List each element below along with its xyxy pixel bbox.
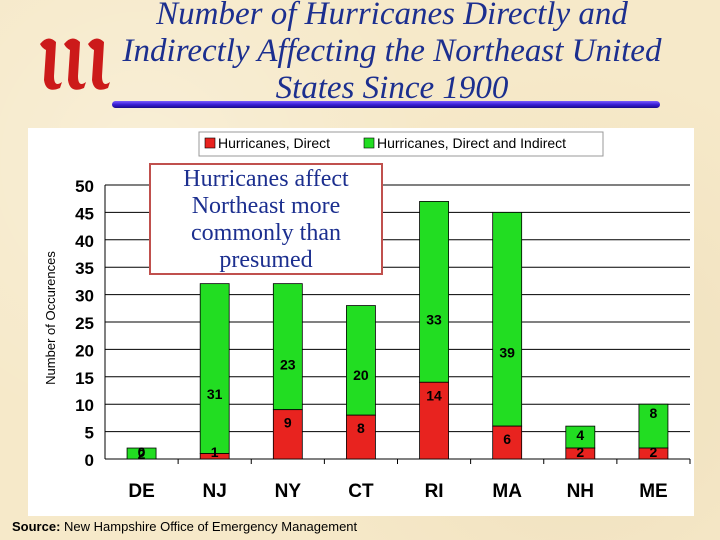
- data-label-indirect: 2: [138, 446, 146, 462]
- data-label-direct: 8: [357, 420, 365, 436]
- y-tick-label: 5: [85, 424, 94, 443]
- logo-icon: [40, 38, 110, 90]
- legend-label-direct: Hurricanes, Direct: [218, 135, 330, 151]
- y-tick-label: 35: [75, 259, 94, 278]
- x-tick-label: DE: [128, 481, 154, 502]
- data-label-indirect: 39: [499, 345, 515, 361]
- title-underline: [112, 101, 660, 108]
- x-tick-label: NH: [567, 481, 594, 502]
- data-label-direct: 2: [650, 444, 658, 460]
- source-note: Source: New Hampshire Office of Emergenc…: [12, 519, 357, 534]
- bar-indirect: [346, 305, 376, 416]
- data-label-indirect: 23: [280, 356, 296, 372]
- x-tick-label: CT: [348, 481, 374, 502]
- bar-direct: [272, 409, 303, 460]
- legend-label-indirect: Hurricanes, Direct and Indirect: [377, 135, 566, 151]
- bar-direct: [638, 447, 669, 460]
- x-tick-label: MA: [492, 481, 522, 502]
- source-label: Source:: [12, 519, 61, 534]
- bar-indirect: [419, 201, 449, 383]
- y-tick-label: 45: [75, 204, 94, 223]
- bar-direct: [346, 414, 376, 460]
- bar-indirect: [272, 283, 303, 411]
- data-label-direct: 14: [426, 387, 442, 403]
- y-tick-label: 50: [75, 177, 94, 196]
- legend-swatch-direct: [204, 137, 216, 149]
- bar-indirect: [492, 212, 523, 427]
- bar-indirect: [199, 283, 230, 454]
- y-tick-label: 10: [75, 396, 94, 415]
- data-label-direct: 0: [138, 444, 146, 460]
- page-title: Number of Hurricanes Directly and Indire…: [122, 0, 662, 106]
- bar-direct: [565, 447, 596, 460]
- data-label-direct: 9: [284, 415, 292, 431]
- legend-box: [198, 131, 604, 157]
- y-tick-label: 40: [75, 232, 94, 251]
- x-tick-label: RI: [425, 481, 444, 502]
- data-label-indirect: 20: [353, 367, 369, 383]
- y-tick-label: 25: [75, 314, 94, 333]
- y-tick-label: 30: [75, 287, 94, 306]
- callout-box: Hurricanes affect Northeast more commonl…: [149, 163, 383, 275]
- bar-direct: [419, 381, 449, 460]
- data-label-indirect: 4: [576, 427, 584, 443]
- data-label-indirect: 33: [426, 311, 442, 327]
- bar-direct: [492, 425, 523, 460]
- legend-swatch-indirect: [363, 137, 375, 149]
- bar-direct: [199, 453, 230, 460]
- y-tick-label: 20: [75, 341, 94, 360]
- x-tick-label: NJ: [203, 481, 227, 502]
- data-label-direct: 2: [576, 444, 584, 460]
- data-label-direct: 6: [503, 431, 511, 447]
- bar-indirect: [126, 447, 157, 460]
- y-axis-title: Number of Occurences: [43, 251, 58, 385]
- source-text: New Hampshire Office of Emergency Manage…: [64, 519, 358, 534]
- y-tick-label: 15: [75, 369, 94, 388]
- y-tick-label: 0: [85, 451, 94, 470]
- bar-indirect: [638, 403, 669, 449]
- data-label-indirect: 31: [207, 386, 223, 402]
- data-label-direct: 1: [211, 444, 219, 460]
- data-label-indirect: 8: [650, 405, 658, 421]
- x-tick-label: ME: [639, 481, 668, 502]
- x-tick-label: NY: [275, 481, 302, 502]
